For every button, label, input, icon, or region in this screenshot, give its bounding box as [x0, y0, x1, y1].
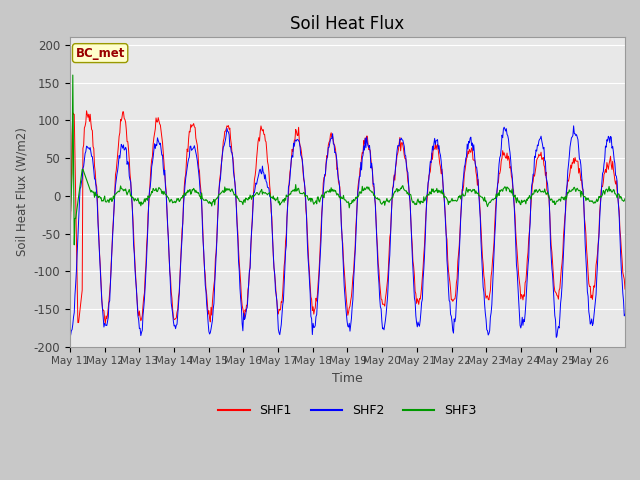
SHF2 — [436, 150, 444, 156]
SHF2 — [233, 223, 241, 229]
SHF3 — [437, 191, 445, 196]
SHF2 — [552, 335, 560, 340]
SHF1 — [235, 247, 243, 252]
SHF1 — [621, 286, 629, 292]
SHF1 — [262, 139, 270, 144]
Line: SHF3: SHF3 — [70, 75, 625, 245]
SHF1 — [132, 288, 140, 294]
SHF2 — [260, 176, 268, 182]
Legend: SHF1, SHF2, SHF3: SHF1, SHF2, SHF3 — [213, 399, 482, 422]
Text: BC_met: BC_met — [76, 47, 125, 60]
SHF2 — [66, 329, 74, 335]
Y-axis label: Soil Heat Flux (W/m2): Soil Heat Flux (W/m2) — [15, 128, 28, 256]
SHF1 — [83, 108, 90, 114]
SHF3 — [235, 196, 243, 202]
SHF3 — [69, 72, 77, 78]
SHF1 — [437, 171, 445, 177]
SHF1 — [406, 199, 414, 205]
SHF2 — [282, 249, 289, 254]
SHF3 — [283, 193, 291, 199]
SHF3 — [621, 196, 629, 202]
SHF2 — [131, 268, 139, 274]
Title: Soil Heat Flux: Soil Heat Flux — [291, 15, 404, 33]
SHF3 — [132, 198, 140, 204]
SHF2 — [570, 123, 577, 129]
X-axis label: Time: Time — [332, 372, 363, 385]
SHF3 — [66, 212, 74, 217]
Line: SHF1: SHF1 — [70, 111, 625, 324]
SHF2 — [404, 181, 412, 187]
SHF3 — [70, 242, 78, 248]
SHF3 — [262, 191, 270, 196]
SHF2 — [621, 312, 629, 317]
SHF1 — [66, 231, 74, 237]
Line: SHF2: SHF2 — [70, 126, 625, 337]
SHF3 — [406, 192, 414, 197]
SHF1 — [283, 214, 291, 219]
SHF1 — [102, 321, 109, 326]
